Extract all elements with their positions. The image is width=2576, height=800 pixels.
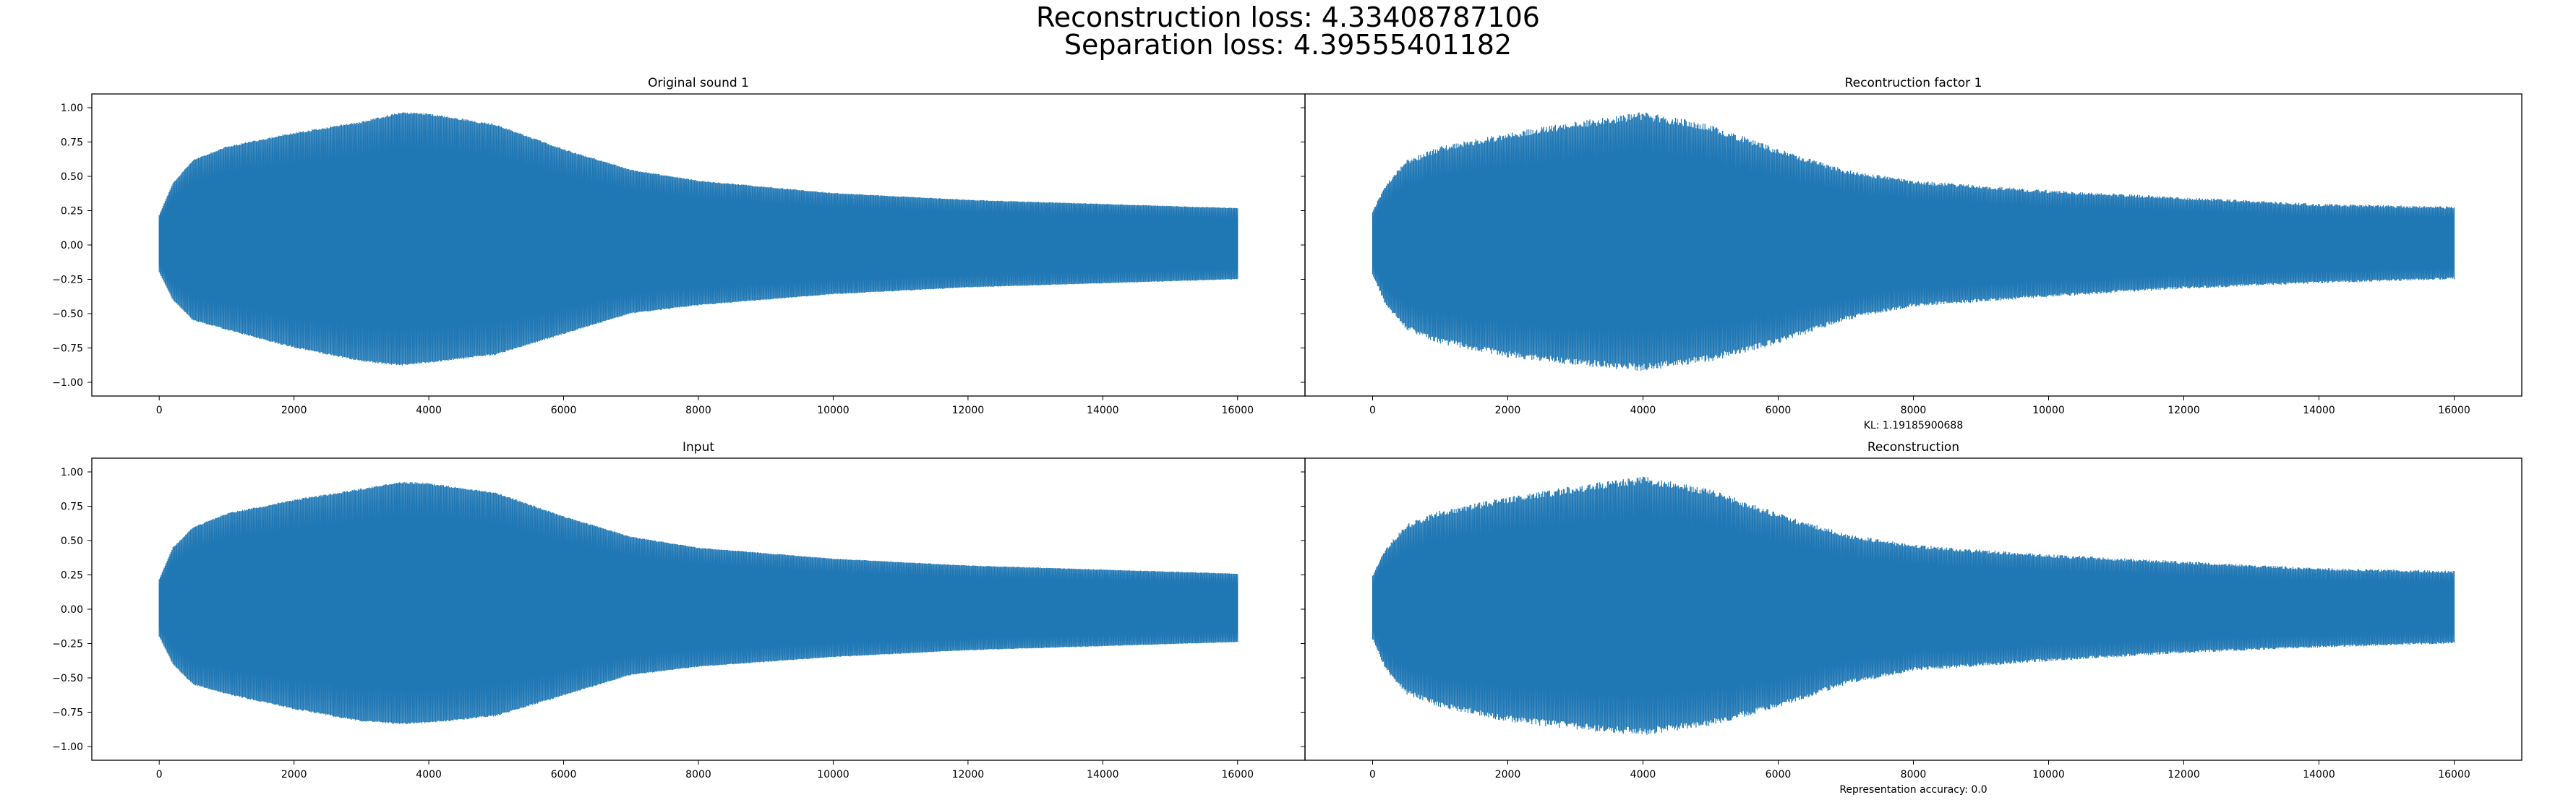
series-line-1 (1372, 112, 2455, 371)
x-tick-label: 10000 (2032, 405, 2065, 416)
x-tick-label: 8000 (685, 405, 711, 416)
y-tick-label: −0.50 (52, 309, 83, 320)
x-axis-label: Representation accuracy: 0.0 (1839, 784, 1987, 796)
y-tick-label: 0.00 (61, 604, 83, 616)
figure-suptitle-line-1: Reconstruction loss: 4.33408787106 (1036, 1, 1540, 33)
y-tick-label: −1.00 (52, 741, 83, 753)
x-tick-label: 12000 (952, 405, 985, 416)
x-tick-label: 6000 (551, 769, 577, 780)
x-tick-label: 4000 (416, 405, 442, 416)
y-tick-label: 0.00 (61, 240, 83, 251)
x-tick-label: 0 (156, 769, 163, 780)
x-tick-label: 14000 (2303, 769, 2335, 780)
y-tick-label: 1.00 (61, 467, 83, 478)
x-tick-label: 16000 (1222, 769, 1254, 780)
subplot-3: Input 0 2000 4000 6000 8000 10000 12000 14000 160… (52, 440, 1306, 780)
x-tick-label: 2000 (281, 405, 307, 416)
x-tick-label: 2000 (1495, 769, 1521, 780)
x-tick-label: 16000 (2438, 769, 2470, 780)
subplot-1: Original sound 1 0 2000 4000 6000 8000 10000 12… (52, 76, 1306, 416)
x-tick-label: 4000 (416, 769, 442, 780)
series-line-1 (158, 112, 1238, 366)
x-tick-label: 10000 (2032, 769, 2065, 780)
x-tick-label: 12000 (952, 769, 985, 780)
x-tick-label: 6000 (1766, 405, 1792, 416)
x-tick-label: 0 (156, 405, 163, 416)
x-tick-label: 14000 (2303, 405, 2335, 416)
x-tick-label: 14000 (1087, 405, 1119, 416)
y-tick-label: 0.50 (61, 536, 83, 547)
x-tick-label: 4000 (1630, 769, 1656, 780)
x-tick-label: 16000 (2438, 405, 2470, 416)
x-tick-label: 10000 (817, 769, 850, 780)
x-tick-label: 2000 (281, 769, 307, 780)
series-line-1 (1372, 476, 2455, 735)
x-tick-label: 4000 (1630, 405, 1656, 416)
y-tick-label: −0.75 (52, 707, 83, 719)
x-tick-label: 0 (1369, 769, 1376, 780)
y-tick-label: 1.00 (61, 103, 83, 114)
subplot-title: Input (682, 440, 714, 455)
x-tick-label: 10000 (817, 405, 850, 416)
subplot-4: Reconstruction 0 2000 4000 6000 8000 10000 1200… (1301, 440, 2522, 796)
y-tick-label: −1.00 (52, 377, 83, 389)
x-tick-label: 16000 (1222, 405, 1254, 416)
y-tick-label: 0.50 (61, 171, 83, 183)
x-tick-label: 8000 (685, 769, 711, 780)
x-tick-label: 8000 (1901, 769, 1927, 780)
x-tick-label: 2000 (1495, 405, 1521, 416)
subplot-title: Recontruction factor 1 (1845, 76, 1982, 90)
y-tick-label: 0.75 (61, 502, 83, 513)
x-tick-label: 8000 (1901, 405, 1927, 416)
subplot-title: Original sound 1 (648, 76, 749, 90)
y-tick-label: 0.25 (61, 206, 83, 218)
x-tick-label: 6000 (551, 405, 577, 416)
y-tick-label: −0.50 (52, 673, 83, 684)
y-tick-label: −0.75 (52, 343, 83, 355)
subplot-2: Recontruction factor 1 0 2000 4000 6000 8000 1… (1301, 76, 2522, 431)
x-tick-label: 12000 (2168, 769, 2200, 780)
y-tick-label: 0.75 (61, 137, 83, 149)
x-tick-label: 0 (1369, 405, 1376, 416)
series-line-1 (158, 482, 1238, 725)
x-tick-label: 12000 (2168, 405, 2200, 416)
x-axis-label: KL: 1.19185900688 (1864, 420, 1963, 431)
y-tick-label: 0.25 (61, 570, 83, 582)
subplot-title: Reconstruction (1867, 440, 1959, 455)
y-tick-label: −0.25 (52, 275, 83, 286)
y-tick-label: −0.25 (52, 639, 83, 650)
x-tick-label: 6000 (1766, 769, 1792, 780)
x-tick-label: 14000 (1087, 769, 1119, 780)
figure-suptitle-line-2: Separation loss: 4.39555401182 (1064, 29, 1512, 61)
